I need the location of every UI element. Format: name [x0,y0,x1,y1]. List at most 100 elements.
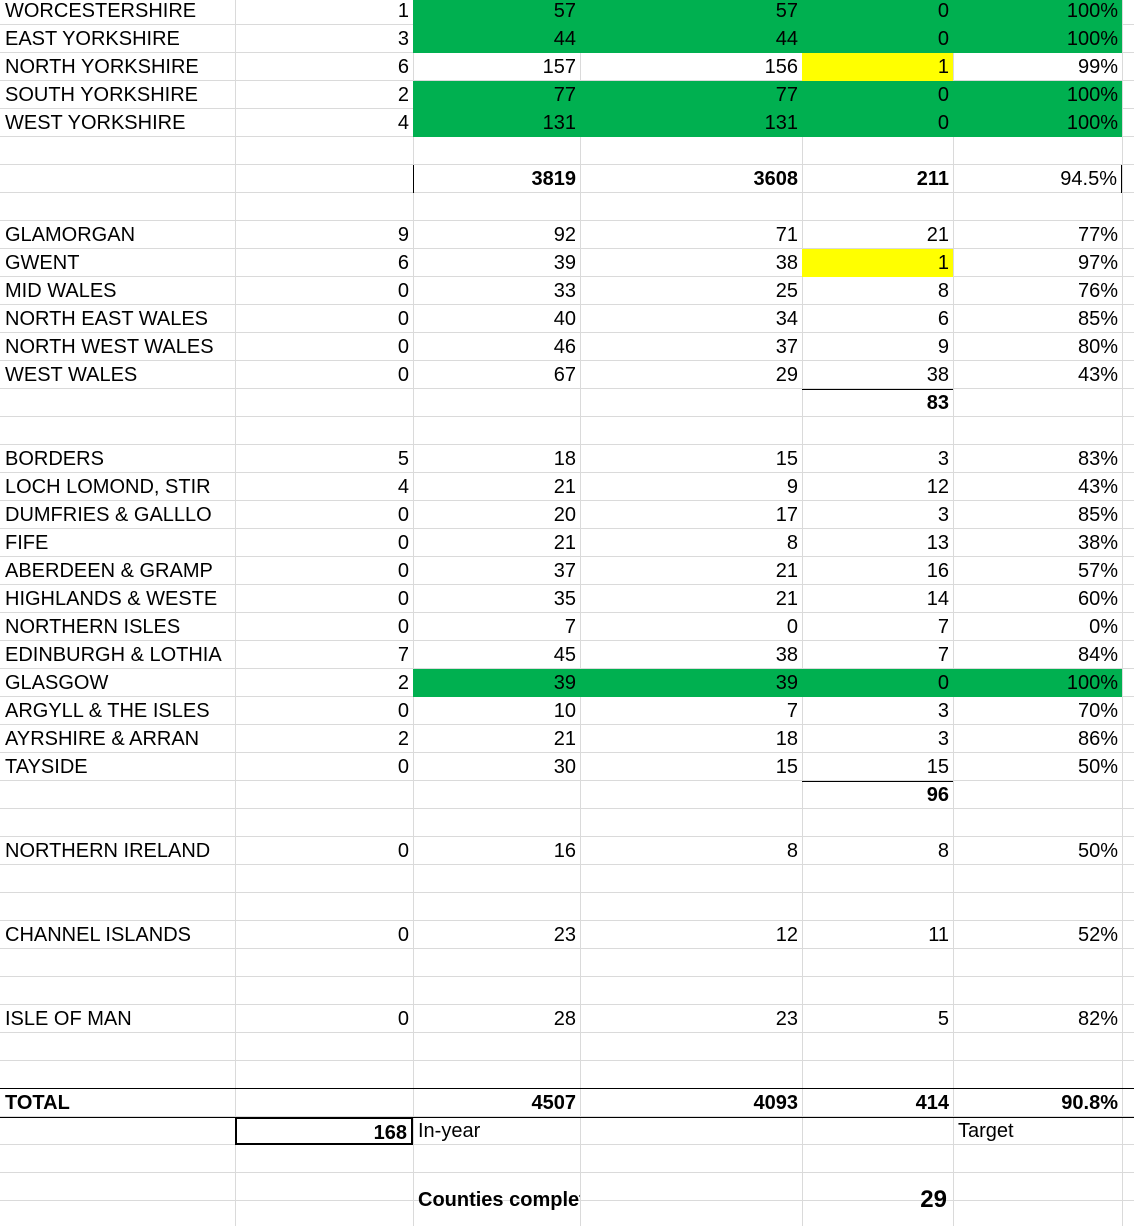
value-cell: 6 [397,252,409,274]
value-cell: 0 [397,504,409,526]
value-cell: 86% [1077,728,1118,750]
grand-total-cell: 414 [915,1092,949,1114]
value-cell: 77 [413,81,580,109]
value-cell: 0 [397,336,409,358]
col-line [413,0,414,1226]
county-name: NORTHERN IRELAND [5,840,211,862]
value-cell: 17 [775,504,798,526]
col-line [1122,0,1123,1226]
value-cell: 7 [937,616,949,638]
border [802,389,953,390]
value-cell: 0 [397,616,409,638]
value-cell: 34 [775,308,798,330]
county-name: LOCH LOMOND, STIR [5,476,211,498]
value-cell: 0 [397,1008,409,1030]
subtotal: 83 [926,392,949,414]
county-name: NORTH YORKSHIRE [5,56,199,78]
value-cell: 85% [1077,504,1118,526]
value-cell: 40 [553,308,576,330]
total-cell: 3819 [413,165,580,193]
value-cell: 0 [397,560,409,582]
value-cell: 0% [1089,616,1118,638]
value-cell: 57 [413,0,580,25]
value-cell: 9 [786,476,798,498]
subtotal: 96 [926,784,949,806]
value-cell: 70% [1077,700,1118,722]
county-name: WEST YORKSHIRE [5,112,186,134]
value-cell: 50% [1077,840,1118,862]
value-cell: 100% [953,669,1122,697]
grand-total-cell: 90.8% [1061,1092,1118,1114]
col-line [953,0,954,1226]
value-cell: 15 [775,448,798,470]
value-cell: 14 [926,588,949,610]
value-cell: 21 [926,224,949,246]
value-cell: 131 [413,109,580,137]
value-cell: 16 [553,840,576,862]
value-cell: 43% [1077,364,1118,386]
value-cell: 4 [397,476,409,498]
value-cell: 77% [1077,224,1118,246]
value-cell: 5 [937,1008,949,1030]
county-name: HIGHLANDS & WESTE [5,588,218,610]
value-cell: 23 [553,924,576,946]
value-cell: 2 [397,84,409,106]
county-name: FIFE [5,532,49,554]
value-cell: 18 [553,448,576,470]
value-cell: 0 [802,109,953,137]
value-cell: 46 [553,336,576,358]
value-cell: 100% [953,81,1122,109]
counties-label: Counties complete [418,1189,580,1211]
value-cell: 38 [926,364,949,386]
value-cell: 67 [553,364,576,386]
county-name: BORDERS [5,448,104,470]
value-cell: 100% [953,25,1122,53]
value-cell: 8 [937,840,949,862]
value-cell: 3 [397,28,409,50]
border [0,1117,1134,1118]
value-cell: 37 [553,560,576,582]
county-name: CHANNEL ISLANDS [5,924,191,946]
value-cell: 37 [775,336,798,358]
value-cell: 0 [802,25,953,53]
county-name: EAST YORKSHIRE [5,28,180,50]
value-cell: 0 [397,700,409,722]
value-cell: 44 [413,25,580,53]
value-cell: 92 [553,224,576,246]
border [802,781,953,782]
county-name: ISLE OF MAN [5,1008,132,1030]
value-cell: 0 [397,756,409,778]
value-cell: 35 [553,588,576,610]
value-cell: 39 [580,669,802,697]
value-cell: 5 [397,448,409,470]
value-cell: 21 [775,560,798,582]
county-name: ARGYLL & THE ISLES [5,700,210,722]
target-label: Target [958,1120,1014,1142]
county-name: GLAMORGAN [5,224,136,246]
value-cell: 9 [937,336,949,358]
value-cell: 30 [553,756,576,778]
value-cell: 0 [786,616,798,638]
county-name: EDINBURGH & LOTHIA [5,644,222,666]
value-cell: 131 [580,109,802,137]
value-cell: 21 [553,532,576,554]
value-cell: 10 [553,700,576,722]
in-year-value: 168 [235,1117,413,1145]
value-cell: 0 [397,308,409,330]
grand-total-cell: 4507 [531,1092,577,1114]
value-cell: 39 [553,252,576,274]
value-cell: 3 [937,728,949,750]
value-cell: 85% [1077,308,1118,330]
value-cell: 44 [580,25,802,53]
total-cell: 94.5% [953,165,1122,193]
value-cell: 7 [786,700,798,722]
in-year-label: In-year [418,1120,481,1142]
value-cell: 156 [764,56,798,78]
value-cell: 2 [397,728,409,750]
value-cell: 57 [580,0,802,25]
value-cell: 23 [775,1008,798,1030]
value-cell: 12 [926,476,949,498]
value-cell: 100% [953,109,1122,137]
value-cell: 100% [953,0,1122,25]
